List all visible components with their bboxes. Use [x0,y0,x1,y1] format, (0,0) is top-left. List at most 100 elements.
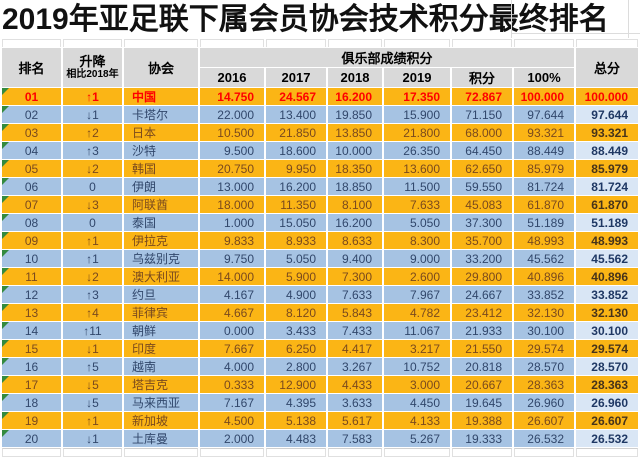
cell-association[interactable]: 塔吉克 [124,376,198,393]
cell-y2016[interactable]: 4.000 [200,358,264,375]
cell-y2016[interactable]: 10.500 [200,124,264,141]
cell-change[interactable]: ↑1 [63,232,122,249]
cell-association[interactable]: 马来西亚 [124,394,198,411]
cell-change[interactable]: ↑5 [63,358,122,375]
cell-total[interactable]: 81.724 [576,178,638,195]
cell-y2019[interactable]: 3.000 [384,376,450,393]
cell-y2016[interactable]: 18.000 [200,196,264,213]
cell-y2016[interactable]: 1.000 [200,214,264,231]
cell-association[interactable]: 卡塔尔 [124,106,198,123]
cell-percent[interactable]: 26.607 [514,412,574,429]
cell-points[interactable]: 19.645 [452,394,512,411]
cell-total[interactable]: 48.993 [576,232,638,249]
cell-y2017[interactable]: 5.138 [266,412,326,429]
cell-y2016[interactable]: 7.167 [200,394,264,411]
cell-change[interactable]: ↑3 [63,286,122,303]
cell-percent[interactable]: 48.993 [514,232,574,249]
cell-rank[interactable]: 14 [2,322,61,339]
cell-rank[interactable]: 10 [2,250,61,267]
cell-points[interactable]: 19.388 [452,412,512,429]
cell-association[interactable]: 朝鲜 [124,322,198,339]
cell-y2016[interactable]: 20.750 [200,160,264,177]
cell-y2019[interactable]: 17.350 [384,88,450,105]
cell-y2019[interactable]: 9.000 [384,250,450,267]
cell-rank[interactable]: 18 [2,394,61,411]
cell-total[interactable]: 93.321 [576,124,638,141]
cell-y2019[interactable]: 4.133 [384,412,450,429]
cell-y2018[interactable]: 7.633 [328,286,382,303]
cell-y2018[interactable]: 5.617 [328,412,382,429]
cell-percent[interactable]: 88.449 [514,142,574,159]
cell-y2019[interactable]: 7.967 [384,286,450,303]
cell-association[interactable]: 中国 [124,88,198,105]
cell-percent[interactable]: 33.852 [514,286,574,303]
cell-y2017[interactable]: 4.483 [266,430,326,447]
cell-y2019[interactable]: 15.900 [384,106,450,123]
cell-points[interactable]: 35.700 [452,232,512,249]
cell-points[interactable]: 24.667 [452,286,512,303]
cell-points[interactable]: 21.550 [452,340,512,357]
cell-y2018[interactable]: 4.417 [328,340,382,357]
cell-y2018[interactable]: 3.267 [328,358,382,375]
cell-association[interactable]: 土库曼 [124,430,198,447]
cell-total[interactable]: 100.000 [576,88,638,105]
cell-association[interactable]: 约旦 [124,286,198,303]
cell-y2017[interactable]: 11.350 [266,196,326,213]
cell-y2019[interactable]: 7.633 [384,196,450,213]
cell-change[interactable]: ↓3 [63,196,122,213]
header-2019[interactable]: 2019 [384,68,450,87]
cell-points[interactable]: 19.333 [452,430,512,447]
cell-total[interactable]: 26.607 [576,412,638,429]
cell-y2019[interactable]: 4.450 [384,394,450,411]
header-2018[interactable]: 2018 [328,68,382,87]
cell-y2017[interactable]: 15.050 [266,214,326,231]
header-rank[interactable]: 排名 [2,48,61,87]
cell-association[interactable]: 伊拉克 [124,232,198,249]
cell-association[interactable]: 沙特 [124,142,198,159]
cell-y2018[interactable]: 3.633 [328,394,382,411]
cell-percent[interactable]: 85.979 [514,160,574,177]
cell-change[interactable]: 0 [63,214,122,231]
cell-rank[interactable]: 20 [2,430,61,447]
cell-y2016[interactable]: 14.000 [200,268,264,285]
cell-rank[interactable]: 05 [2,160,61,177]
cell-y2017[interactable]: 5.900 [266,268,326,285]
cell-y2019[interactable]: 13.600 [384,160,450,177]
cell-change[interactable]: ↓5 [63,376,122,393]
cell-change[interactable]: ↑1 [63,412,122,429]
cell-percent[interactable]: 61.870 [514,196,574,213]
cell-points[interactable]: 20.667 [452,376,512,393]
cell-y2016[interactable]: 7.667 [200,340,264,357]
cell-y2018[interactable]: 18.850 [328,178,382,195]
cell-change[interactable]: 0 [63,178,122,195]
cell-y2019[interactable]: 26.350 [384,142,450,159]
cell-association[interactable]: 阿联酋 [124,196,198,213]
cell-total[interactable]: 26.960 [576,394,638,411]
header-association[interactable]: 协会 [124,48,198,87]
cell-y2018[interactable]: 18.350 [328,160,382,177]
cell-y2017[interactable]: 9.950 [266,160,326,177]
cell-rank[interactable]: 08 [2,214,61,231]
cell-points[interactable]: 20.818 [452,358,512,375]
cell-change[interactable]: ↑3 [63,142,122,159]
cell-rank[interactable]: 07 [2,196,61,213]
cell-percent[interactable]: 51.189 [514,214,574,231]
cell-percent[interactable]: 28.363 [514,376,574,393]
cell-total[interactable]: 51.189 [576,214,638,231]
cell-change[interactable]: ↓2 [63,160,122,177]
cell-total[interactable]: 30.100 [576,322,638,339]
cell-rank[interactable]: 03 [2,124,61,141]
cell-total[interactable]: 88.449 [576,142,638,159]
cell-points[interactable]: 21.933 [452,322,512,339]
cell-total[interactable]: 85.979 [576,160,638,177]
cell-y2018[interactable]: 8.633 [328,232,382,249]
cell-total[interactable]: 33.852 [576,286,638,303]
cell-y2019[interactable]: 21.800 [384,124,450,141]
cell-percent[interactable]: 30.100 [514,322,574,339]
header-percent[interactable]: 100% [514,68,574,87]
cell-change[interactable]: ↓1 [63,106,122,123]
cell-points[interactable]: 37.300 [452,214,512,231]
cell-percent[interactable]: 26.532 [514,430,574,447]
cell-total[interactable]: 45.562 [576,250,638,267]
cell-y2016[interactable]: 9.500 [200,142,264,159]
